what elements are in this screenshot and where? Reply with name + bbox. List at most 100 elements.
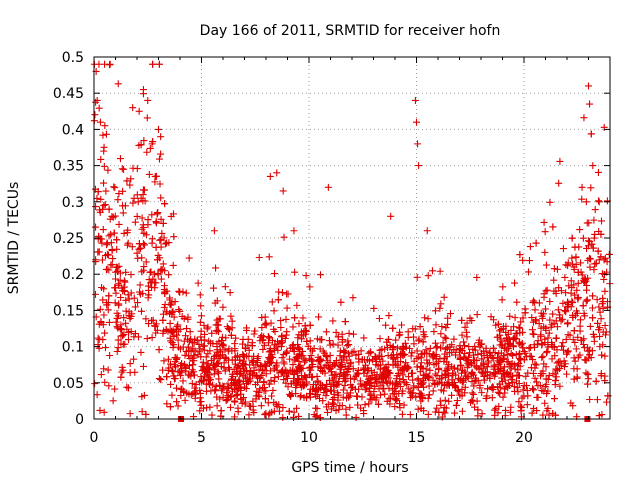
data-point xyxy=(553,265,561,273)
data-point xyxy=(173,355,181,363)
data-point xyxy=(331,371,339,379)
data-point xyxy=(379,370,387,378)
data-point xyxy=(279,404,287,412)
data-point xyxy=(110,229,118,237)
data-point xyxy=(110,183,118,191)
data-point xyxy=(165,271,173,279)
data-point xyxy=(95,248,103,256)
data-point xyxy=(442,345,450,353)
data-point xyxy=(264,399,272,407)
data-point xyxy=(154,209,162,217)
data-point xyxy=(241,398,249,406)
data-point xyxy=(106,352,114,360)
data-point xyxy=(395,369,403,377)
data-point xyxy=(450,364,458,372)
data-point xyxy=(306,363,314,371)
data-point xyxy=(258,332,266,340)
data-point xyxy=(519,386,527,394)
data-point xyxy=(184,343,192,351)
data-point xyxy=(106,61,114,69)
data-point xyxy=(494,320,502,328)
data-point xyxy=(211,352,219,360)
data-point xyxy=(189,345,197,353)
data-point xyxy=(215,315,223,323)
data-point xyxy=(530,404,538,412)
data-point xyxy=(560,363,568,371)
data-point xyxy=(353,392,361,400)
data-point xyxy=(415,353,423,361)
data-point xyxy=(265,253,273,261)
data-point xyxy=(426,366,434,374)
data-point xyxy=(413,347,421,355)
data-point xyxy=(316,356,324,364)
data-point xyxy=(231,347,239,355)
data-point xyxy=(430,361,438,369)
data-point xyxy=(92,203,100,211)
data-point xyxy=(406,344,414,352)
data-point xyxy=(465,353,473,361)
data-point xyxy=(104,306,112,314)
data-point xyxy=(340,348,348,356)
data-point xyxy=(146,144,154,152)
data-point xyxy=(544,375,552,383)
data-point xyxy=(491,372,499,380)
data-point xyxy=(138,214,146,222)
data-point xyxy=(105,292,113,300)
data-point xyxy=(183,325,191,333)
data-point xyxy=(342,405,350,413)
data-point xyxy=(457,369,465,377)
data-point xyxy=(511,314,519,322)
data-point xyxy=(267,376,275,384)
data-point xyxy=(129,199,137,207)
data-point xyxy=(278,289,286,297)
data-point xyxy=(122,268,130,276)
data-point xyxy=(417,404,425,412)
data-point xyxy=(540,293,548,301)
data-point xyxy=(499,393,507,401)
data-point xyxy=(96,406,104,414)
data-point xyxy=(115,190,123,198)
data-point xyxy=(250,409,258,417)
data-point xyxy=(324,408,332,416)
data-point xyxy=(138,254,146,262)
data-point xyxy=(124,239,132,247)
data-point xyxy=(425,382,433,390)
data-point xyxy=(596,308,604,316)
data-point xyxy=(174,336,182,344)
data-point xyxy=(225,345,233,353)
data-point xyxy=(227,392,235,400)
data-point xyxy=(226,393,234,401)
data-point xyxy=(329,317,337,325)
data-point xyxy=(449,369,457,377)
data-point xyxy=(278,366,286,374)
data-point xyxy=(519,344,527,352)
data-point xyxy=(105,382,113,390)
data-point xyxy=(370,304,378,312)
data-point xyxy=(299,352,307,360)
data-point xyxy=(208,329,216,337)
data-point xyxy=(278,354,286,362)
data-point xyxy=(92,223,100,231)
data-point xyxy=(440,387,448,395)
data-point xyxy=(512,350,520,358)
data-point xyxy=(573,286,581,294)
data-point xyxy=(358,382,366,390)
data-point xyxy=(546,316,554,324)
data-point xyxy=(559,346,567,354)
data-point xyxy=(461,383,469,391)
data-point xyxy=(148,283,156,291)
data-point xyxy=(196,318,204,326)
spike-point xyxy=(413,118,420,126)
data-point xyxy=(542,380,550,388)
data-point xyxy=(102,265,110,273)
data-point xyxy=(345,329,353,337)
data-point xyxy=(250,352,258,360)
data-point xyxy=(114,344,122,352)
data-point xyxy=(267,348,275,356)
data-point xyxy=(295,320,303,328)
spike-point xyxy=(135,107,143,115)
spike-point xyxy=(93,96,101,104)
data-point xyxy=(556,311,564,319)
data-point xyxy=(499,323,507,331)
data-point xyxy=(172,363,180,371)
